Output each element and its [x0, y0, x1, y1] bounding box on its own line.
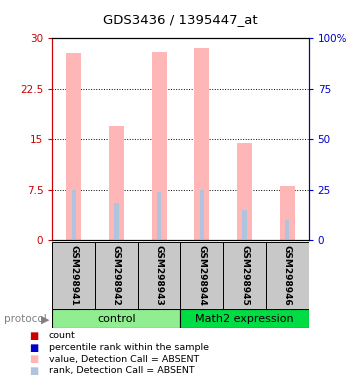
Bar: [266, 242, 309, 309]
Text: Math2 expression: Math2 expression: [195, 314, 294, 324]
Text: GSM298941: GSM298941: [69, 245, 78, 306]
Bar: [280, 186, 295, 240]
Text: GDS3436 / 1395447_at: GDS3436 / 1395447_at: [103, 13, 258, 26]
Bar: [237, 142, 252, 240]
Bar: [152, 52, 167, 240]
Text: protocol: protocol: [4, 314, 46, 324]
Bar: [109, 126, 124, 240]
Text: control: control: [97, 314, 136, 324]
Bar: [200, 190, 204, 240]
Bar: [243, 210, 247, 240]
Bar: [180, 309, 309, 328]
Text: ▶: ▶: [41, 314, 49, 324]
Bar: [114, 203, 118, 240]
Text: GSM298945: GSM298945: [240, 245, 249, 306]
Bar: [157, 192, 161, 240]
Bar: [52, 242, 95, 309]
Text: count: count: [49, 331, 75, 341]
Text: rank, Detection Call = ABSENT: rank, Detection Call = ABSENT: [49, 366, 194, 375]
Text: GSM298946: GSM298946: [283, 245, 292, 306]
Bar: [71, 190, 76, 240]
Text: GSM298942: GSM298942: [112, 245, 121, 306]
Bar: [285, 220, 290, 240]
Text: value, Detection Call = ABSENT: value, Detection Call = ABSENT: [49, 354, 199, 364]
Bar: [194, 48, 209, 240]
Text: GSM298943: GSM298943: [155, 245, 164, 306]
Text: GSM298944: GSM298944: [197, 245, 206, 306]
Bar: [138, 242, 180, 309]
Text: percentile rank within the sample: percentile rank within the sample: [49, 343, 209, 352]
Text: ■: ■: [29, 343, 38, 353]
Text: ■: ■: [29, 366, 38, 376]
Bar: [52, 309, 180, 328]
Bar: [223, 242, 266, 309]
Text: ■: ■: [29, 331, 38, 341]
Bar: [95, 242, 138, 309]
Bar: [66, 53, 81, 240]
Text: ■: ■: [29, 354, 38, 364]
Bar: [180, 242, 223, 309]
